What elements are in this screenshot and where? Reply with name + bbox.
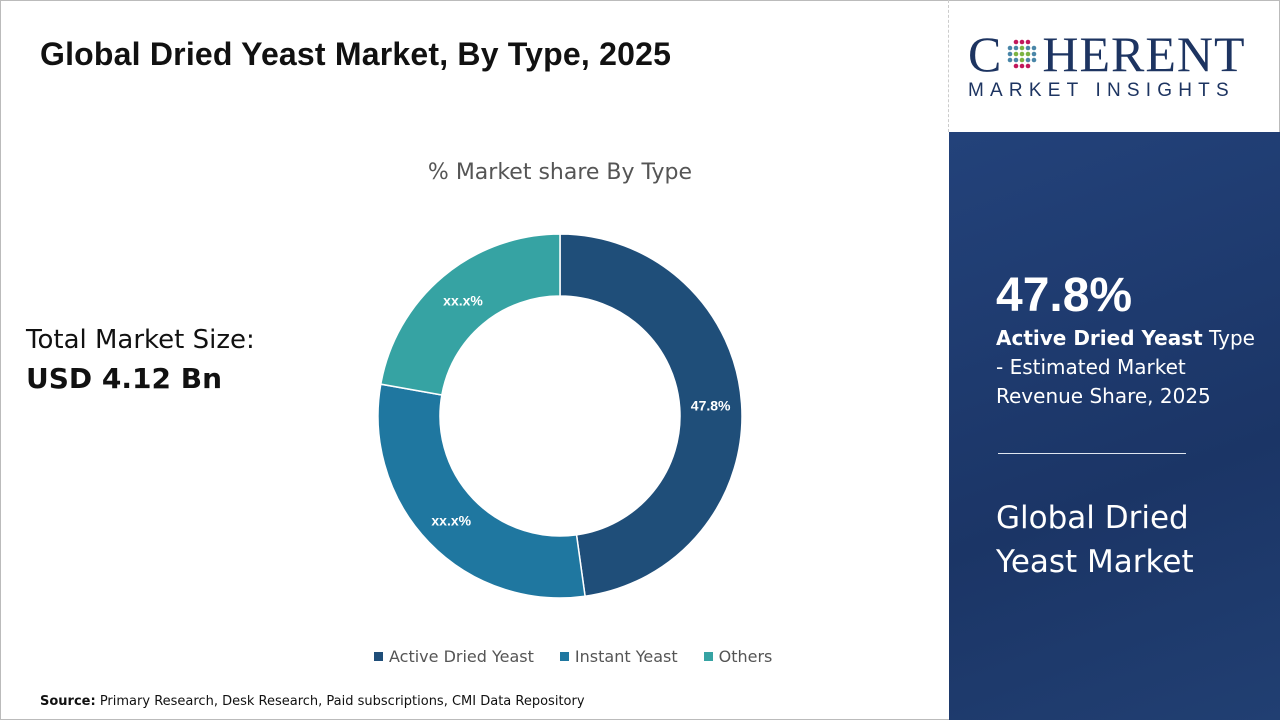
logo-dot	[1026, 57, 1031, 63]
source-note: Source: Primary Research, Desk Research,…	[40, 694, 585, 709]
donut-slice-instant-yeast	[377, 383, 586, 599]
data-label: xx.x%	[443, 292, 483, 308]
logo-dot	[1020, 63, 1025, 69]
highlight-description: Active Dried Yeast Type - Estimated Mark…	[996, 326, 1255, 408]
logo-dot	[1014, 51, 1019, 57]
data-label: 47.8%	[691, 398, 731, 414]
logo-dot	[1014, 57, 1019, 63]
data-label: xx.x%	[431, 513, 471, 529]
logo-dot	[1008, 57, 1013, 63]
legend-swatch	[374, 652, 383, 661]
legend-item: Active Dried Yeast	[374, 647, 534, 666]
logo-dot	[1014, 45, 1019, 51]
logo-dot	[1026, 39, 1031, 45]
logo-dot	[1026, 63, 1031, 69]
legend-label: Instant Yeast	[574, 647, 678, 666]
chart-legend: Active Dried Yeast Instant Yeast Others	[374, 647, 772, 666]
highlight-stat: 47.8%	[996, 269, 1133, 322]
total-market-label: Total Market Size:	[26, 325, 255, 355]
highlight-panel	[949, 132, 1280, 720]
legend-label: Others	[718, 647, 773, 666]
panel-separator	[998, 453, 1186, 454]
logo-dot	[1020, 39, 1025, 45]
legend-item: Others	[703, 647, 773, 666]
legend-item: Instant Yeast	[559, 647, 678, 666]
legend-label: Active Dried Yeast	[389, 647, 534, 666]
logo-dot	[1020, 51, 1025, 57]
divider	[948, 0, 949, 132]
market-name: Global Dried Yeast Market	[996, 500, 1194, 580]
legend-swatch	[703, 652, 713, 661]
chart-title: % Market share By Type	[427, 160, 693, 185]
total-market-value: USD 4.12 Bn	[26, 362, 222, 395]
donut-slice-others	[379, 233, 561, 396]
logo-dot	[1020, 57, 1025, 63]
logo-dot	[1014, 63, 1019, 69]
page-title: Global Dried Yeast Market, By Type, 2025	[40, 36, 672, 72]
logo-dot	[1008, 51, 1013, 57]
logo-dot	[1032, 51, 1037, 57]
legend-swatch	[559, 652, 569, 661]
logo-dot	[1014, 39, 1019, 45]
logo-dot	[1032, 57, 1037, 63]
logo-dot	[1032, 45, 1037, 51]
logo: C HERENT MARKET INSIGHTS	[968, 26, 1246, 101]
logo-dot	[1026, 51, 1031, 57]
donut-slice-active-dried-yeast	[559, 233, 743, 598]
globe-icon	[1008, 39, 1037, 69]
logo-dot	[1020, 45, 1025, 51]
logo-dot	[1026, 45, 1031, 51]
logo-dot	[1008, 45, 1013, 51]
